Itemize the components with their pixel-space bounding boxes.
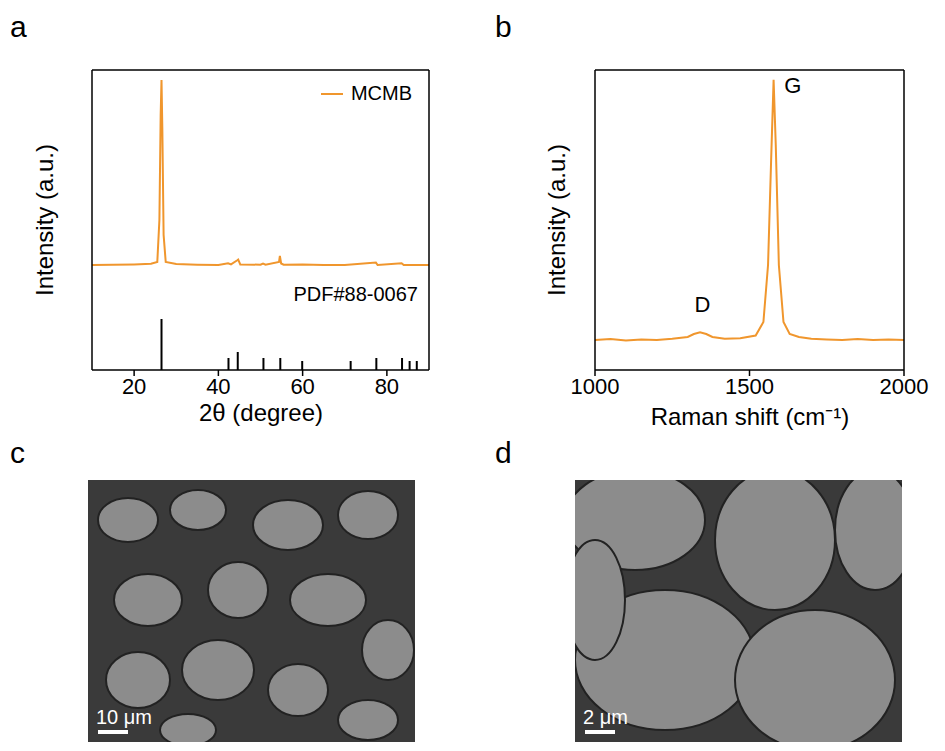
html-text:c: c — [10, 436, 25, 469]
svg-text:2000: 2000 — [880, 374, 929, 399]
svg-text:40: 40 — [206, 374, 230, 399]
html-text:Intensity (a.u.): Intensity (a.u.) — [31, 144, 58, 296]
html-text:2 μm: 2 μm — [583, 706, 628, 728]
svg-text:1500: 1500 — [725, 374, 774, 399]
svg-text:80: 80 — [375, 374, 399, 399]
html-text:10 μm: 10 μm — [96, 706, 152, 728]
svg-text:D: D — [695, 292, 711, 317]
html-text:MCMB: MCMB — [350, 82, 412, 104]
html-text:a: a — [10, 10, 27, 43]
html-text:b: b — [495, 10, 512, 43]
html-text:PDF#88-0067: PDF#88-0067 — [293, 283, 418, 305]
svg-text:G: G — [784, 73, 801, 98]
svg-text:60: 60 — [290, 374, 314, 399]
html-text:d: d — [495, 436, 512, 469]
html-text:2θ (degree): 2θ (degree) — [199, 399, 323, 426]
html-text:Raman shift (cm⁻¹): Raman shift (cm⁻¹) — [650, 403, 850, 430]
svg-text:20: 20 — [122, 374, 146, 399]
html-text:Intensity (a.u.): Intensity (a.u.) — [543, 144, 570, 296]
svg-text:1000: 1000 — [571, 374, 620, 399]
